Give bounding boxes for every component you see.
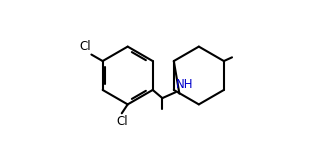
Text: Cl: Cl [79,40,91,53]
Text: NH: NH [176,78,194,91]
Text: Cl: Cl [116,115,128,128]
